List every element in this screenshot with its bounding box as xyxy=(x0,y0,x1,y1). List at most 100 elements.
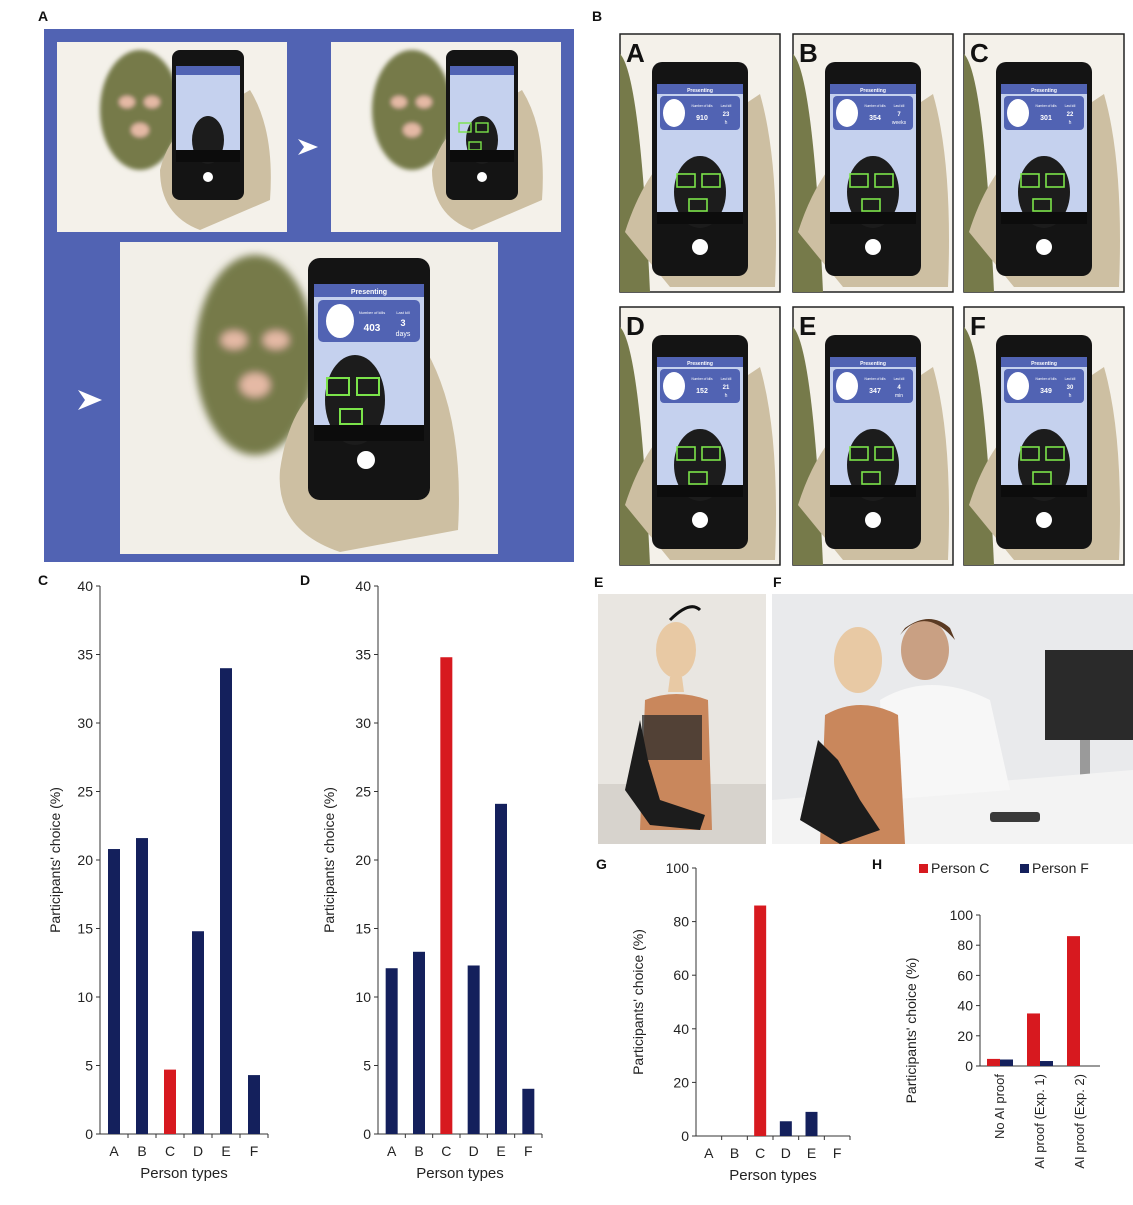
x-tick-label: D xyxy=(781,1145,791,1161)
arrow-right-icon xyxy=(78,390,102,410)
frame-3: Presenting Number of kills Last kill 403… xyxy=(120,242,498,554)
bar-b xyxy=(136,838,148,1134)
y-tick-label: 25 xyxy=(77,784,93,800)
y-tick-label: 60 xyxy=(673,967,689,983)
y-tick-label: 15 xyxy=(77,921,93,937)
bar-person-c xyxy=(1067,936,1080,1066)
x-tick-label: A xyxy=(704,1145,714,1161)
x-tick-label: C xyxy=(165,1143,175,1159)
y-tick-label: 30 xyxy=(355,715,371,731)
x-tick-label: B xyxy=(414,1143,423,1159)
bar-person-c xyxy=(987,1058,1000,1066)
panel-label-f: F xyxy=(773,574,782,590)
y-tick-label: 40 xyxy=(355,578,371,594)
y-tick-label: 10 xyxy=(77,989,93,1005)
x-tick-label: F xyxy=(250,1143,259,1159)
panel-label-a: A xyxy=(38,8,49,24)
chart-g: 0 20 40 60 80 100 A B C D E F Person types Participan… xyxy=(630,860,851,1184)
x-tick-label: D xyxy=(193,1143,203,1159)
legend-swatch-person-c xyxy=(919,864,928,873)
y-tick-label: 0 xyxy=(965,1058,973,1074)
bar-a xyxy=(108,849,120,1134)
legend-swatch-person-f xyxy=(1020,864,1029,873)
x-tick-label: No AI proof xyxy=(992,1074,1007,1139)
bar-c xyxy=(754,905,767,1136)
y-tick-label: 25 xyxy=(355,784,371,800)
y-tick-label: 5 xyxy=(363,1058,371,1074)
y-tick-label: 0 xyxy=(681,1128,689,1144)
y-tick-label: 35 xyxy=(355,647,371,663)
y-tick-label: 60 xyxy=(957,967,973,983)
y-tick-label: 35 xyxy=(77,647,93,663)
y-tick-label: 0 xyxy=(85,1126,93,1142)
bar-person-f xyxy=(1000,1059,1013,1066)
photo-mannequin-robot xyxy=(598,594,766,844)
y-tick-label: 40 xyxy=(77,578,93,594)
stat1-value: 403 xyxy=(364,323,381,334)
stat2-value: 3 xyxy=(400,318,405,328)
x-tick-label: C xyxy=(441,1143,451,1159)
legend-label-person-c: Person C xyxy=(931,860,989,876)
panel-label-d: D xyxy=(300,572,311,588)
panel-label-g: G xyxy=(596,856,607,872)
x-tick-label: B xyxy=(730,1145,739,1161)
phone-header: Presenting xyxy=(351,289,387,296)
x-tick-label: AI proof (Exp. 1) xyxy=(1032,1074,1047,1169)
y-tick-label: 100 xyxy=(666,860,690,876)
bar-b xyxy=(413,951,425,1134)
bar-d xyxy=(467,965,480,1134)
y-tick-label: 15 xyxy=(355,921,371,937)
x-tick-label: E xyxy=(496,1143,505,1159)
x-tick-label: F xyxy=(524,1143,533,1159)
x-axis-title: Person types xyxy=(416,1165,504,1182)
bar-a xyxy=(385,968,398,1134)
y-tick-label: 0 xyxy=(363,1126,371,1142)
arrow-right-icon xyxy=(298,139,318,155)
y-tick-label: 20 xyxy=(673,1074,689,1090)
y-tick-label: 40 xyxy=(673,1021,689,1037)
photo-participant-scene xyxy=(772,594,1133,844)
y-tick-label: 20 xyxy=(355,852,371,868)
x-tick-label: C xyxy=(755,1145,765,1161)
chart-c: 0 5 10 15 20 25 30 35 40 A B C D E F Person types Partic… xyxy=(47,578,269,1182)
bar-person-f xyxy=(1040,1061,1053,1066)
frame-1 xyxy=(57,42,287,232)
stat2-unit: days xyxy=(396,331,411,338)
y-tick-label: 5 xyxy=(85,1058,93,1074)
x-tick-label: A xyxy=(387,1143,397,1159)
legend-label-person-f: Person F xyxy=(1032,860,1089,876)
bar-e xyxy=(220,668,232,1134)
stat2-label: Last kill xyxy=(396,310,409,315)
bar-e xyxy=(805,1111,818,1136)
chart-d: 0 5 10 15 20 25 30 35 40 A B C D E F Person types Partic… xyxy=(321,578,543,1182)
x-tick-label: F xyxy=(833,1145,842,1161)
x-tick-label: D xyxy=(469,1143,479,1159)
y-tick-label: 80 xyxy=(673,914,689,930)
panel-label-h: H xyxy=(872,856,883,872)
y-tick-label: 20 xyxy=(77,852,93,868)
bar-d xyxy=(779,1121,792,1136)
stat1-label: Number of kills xyxy=(359,310,385,315)
bar-f xyxy=(248,1075,260,1134)
y-axis-title: Participants' choice (%) xyxy=(321,787,337,933)
x-tick-label: AI proof (Exp. 2) xyxy=(1072,1074,1087,1169)
y-tick-label: 10 xyxy=(355,989,371,1005)
bar-c xyxy=(440,657,453,1134)
chart-h: 0 20 40 60 80 100 No AI proof AI proof (Exp. 1)… xyxy=(903,860,1100,1169)
x-tick-label: E xyxy=(221,1143,230,1159)
y-tick-label: 30 xyxy=(77,715,93,731)
frame-2 xyxy=(331,42,561,232)
x-axis-title: Person types xyxy=(729,1167,817,1184)
y-axis-title: Participants' choice (%) xyxy=(630,929,646,1075)
panel-label-b: B xyxy=(592,8,603,24)
y-tick-label: 20 xyxy=(957,1028,973,1044)
bar-f xyxy=(522,1088,535,1134)
x-tick-label: A xyxy=(109,1143,119,1159)
y-axis-title: Participants' choice (%) xyxy=(47,787,63,933)
bar-d xyxy=(192,931,204,1134)
bar-e xyxy=(495,803,507,1134)
bar-person-c xyxy=(1027,1013,1040,1066)
y-tick-label: 100 xyxy=(950,907,974,923)
